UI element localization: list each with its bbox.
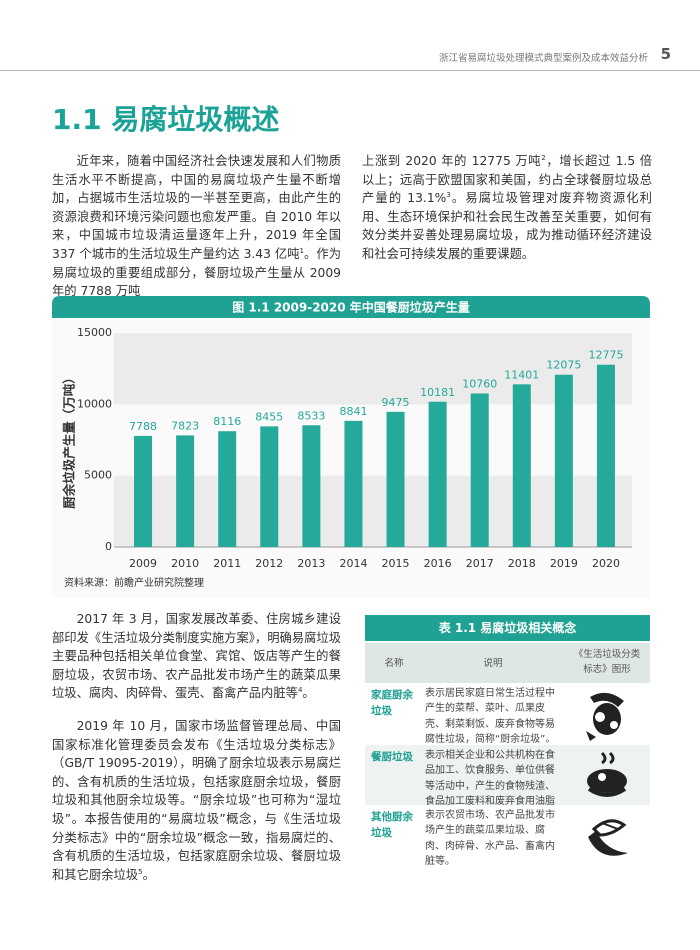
table-row: 餐厨垃圾 表示相关企业和公共机构在食品加工、饮食服务、单位供餐等活动中，产生的食… bbox=[365, 745, 650, 823]
table-row: 其他厨余垃圾 表示农贸市场、农产品批发市场产生的蔬菜瓜果垃圾、腐肉、肉碎骨、水产… bbox=[365, 805, 650, 871]
x-tick-label: 2010 bbox=[171, 557, 199, 570]
paragraph: 2019 年 10 月，国家市场监督管理总局、中国国家标准化管理委员会发布《生活… bbox=[52, 717, 341, 884]
bar bbox=[512, 384, 531, 547]
section-title: 1.1 易腐垃圾概述 bbox=[52, 103, 280, 136]
footnote-ref: 4 bbox=[297, 686, 303, 695]
x-tick-label: 2012 bbox=[255, 557, 283, 570]
cell-desc: 表示居民家庭日常生活过程中产生的菜帮、菜叶、瓜果皮壳、剩菜剩饭、废弃食物等易腐性… bbox=[425, 688, 556, 746]
y-axis-label: 厨余垃圾产生量（万吨） bbox=[62, 371, 77, 509]
figure-title-bar bbox=[52, 296, 650, 318]
figure: 图 1.1 2009-2020 年中国餐厨垃圾产生量 厨余垃圾产生量（万吨） 资… bbox=[52, 296, 650, 598]
running-title: 浙江省易腐垃圾处理模式典型案例及成本效益分析 bbox=[438, 53, 648, 64]
header-rule bbox=[0, 70, 700, 71]
value-label: 8116 bbox=[213, 415, 241, 428]
x-tick-label: 2015 bbox=[382, 557, 410, 570]
cell-desc: 表示农贸市场、农产品批发市场产生的蔬菜瓜果垃圾、腐肉、肉碎骨、水产品、畜禽内脏等… bbox=[425, 810, 555, 868]
bar bbox=[344, 420, 363, 547]
text-run: 2017 年 3 月，国家发展改革委、住房城乡建设部印发《生活垃圾分类制度实施方… bbox=[52, 612, 341, 701]
value-label: 9475 bbox=[382, 396, 410, 409]
bar bbox=[260, 426, 279, 547]
cell-name: 其他厨余垃圾 bbox=[371, 811, 413, 839]
footnote-ref: 1 bbox=[299, 246, 305, 255]
header-cell: 名称 bbox=[384, 658, 404, 669]
x-tick-label: 2017 bbox=[466, 557, 494, 570]
bar bbox=[302, 425, 321, 547]
y-tick-label: 15000 bbox=[77, 326, 112, 339]
cell-name: 餐厨垃圾 bbox=[371, 751, 413, 763]
x-tick-label: 2009 bbox=[129, 557, 157, 570]
header: 浙江省易腐垃圾处理模式典型案例及成本效益分析 5 bbox=[0, 44, 700, 71]
paragraph: 上涨到 2020 年的 12775 万吨2，增长超过 1.5 倍以上；远高于欧盟… bbox=[362, 152, 652, 264]
text-run: 。 bbox=[302, 686, 315, 701]
chart: 图 1.1 2009-2020 年中国餐厨垃圾产生量 厨余垃圾产生量（万吨） 资… bbox=[52, 296, 650, 589]
x-tick-label: 2019 bbox=[550, 557, 578, 570]
value-label: 12775 bbox=[588, 349, 623, 362]
paragraph: 2017 年 3 月，国家发展改革委、住房城乡建设部印发《生活垃圾分类制度实施方… bbox=[52, 610, 341, 703]
paragraph: 近年来，随着中国经济社会快速发展和人们物质生活水平不断提高，中国的易腐垃圾产生量… bbox=[52, 152, 341, 301]
grid-band bbox=[114, 404, 632, 476]
value-label: 10760 bbox=[462, 377, 497, 390]
bar bbox=[470, 393, 489, 547]
text-run: ，增长超过 1.5 倍以上；远高于欧盟国家和美国，约占全球餐厨垃圾总产量的 13… bbox=[362, 154, 652, 206]
text-run: 2019 年 10 月，国家市场监督管理总局、中国国家标准化管理委员会发布《生活… bbox=[52, 719, 341, 882]
value-label: 8455 bbox=[255, 410, 283, 423]
x-tick-label: 2014 bbox=[339, 557, 367, 570]
header-cell: 《生活垃圾分类标志》图形 bbox=[573, 649, 641, 675]
value-label: 8841 bbox=[339, 405, 367, 418]
source-note: 资料来源：前瞻产业研究院整理 bbox=[64, 576, 204, 589]
bar bbox=[176, 435, 195, 547]
chart-title: 图 1.1 2009-2020 年中国餐厨垃圾产生量 bbox=[232, 300, 470, 315]
footnote-ref: 2 bbox=[541, 153, 546, 162]
table: 表 1.1 易腐垃圾相关概念 名称 说明 《生活垃圾分类标志》图形 家庭厨余垃圾… bbox=[365, 615, 650, 871]
text-run: 。 bbox=[142, 867, 155, 882]
value-label: 10181 bbox=[420, 386, 455, 399]
value-label: 7788 bbox=[129, 420, 157, 433]
bar bbox=[134, 435, 153, 547]
value-label: 7823 bbox=[171, 419, 199, 432]
icon-restaurant-food-waste bbox=[587, 751, 627, 797]
page-number: 5 bbox=[660, 45, 671, 63]
y-tick-label: 10000 bbox=[77, 397, 112, 410]
value-label: 11401 bbox=[504, 368, 539, 381]
text-run: 上涨到 2020 年的 12775 万吨 bbox=[362, 154, 542, 168]
footnote-ref: 3 bbox=[446, 191, 451, 200]
text-run: 近年来，随着中国经济社会快速发展和人们物质生活水平不断提高，中国的易腐垃圾产生量… bbox=[52, 154, 341, 261]
table-title: 表 1.1 易腐垃圾相关概念 bbox=[365, 615, 650, 641]
bar bbox=[554, 374, 573, 547]
grid-band bbox=[114, 333, 632, 405]
header-cell: 说明 bbox=[483, 658, 503, 669]
grid-band bbox=[114, 475, 632, 547]
bar bbox=[386, 411, 405, 547]
text-run: 。作为易腐垃圾的重要组成部分，餐厨垃圾产生量从 2009 年的 7788 万吨 bbox=[52, 246, 341, 299]
y-tick-label: 5000 bbox=[84, 469, 112, 482]
value-label: 8533 bbox=[297, 409, 325, 422]
icon-household-food-waste bbox=[586, 692, 624, 741]
footnote-ref: 5 bbox=[138, 867, 143, 876]
table-header: 名称 说明 《生活垃圾分类标志》图形 bbox=[365, 643, 650, 683]
x-tick-label: 2011 bbox=[213, 557, 241, 570]
table-row: 家庭厨余垃圾 表示居民家庭日常生活过程中产生的菜帮、菜叶、瓜果皮壳、剩菜剩饭、废… bbox=[365, 683, 650, 745]
y-tick-label: 0 bbox=[105, 540, 112, 553]
x-tick-label: 2020 bbox=[592, 557, 620, 570]
x-tick-label: 2013 bbox=[297, 557, 325, 570]
bar bbox=[428, 401, 447, 547]
x-tick-label: 2018 bbox=[508, 557, 536, 570]
cell-name: 家庭厨余垃圾 bbox=[371, 689, 413, 717]
value-label: 12075 bbox=[546, 359, 581, 372]
text-run: 。易腐垃圾管理对废弃物资源化利用、生态环境保护和社会民生改善至关重要，如何有效分… bbox=[362, 191, 652, 261]
bar bbox=[218, 431, 237, 547]
x-tick-label: 2016 bbox=[424, 557, 452, 570]
bar bbox=[596, 364, 615, 547]
icon-other-food-waste bbox=[588, 819, 628, 856]
